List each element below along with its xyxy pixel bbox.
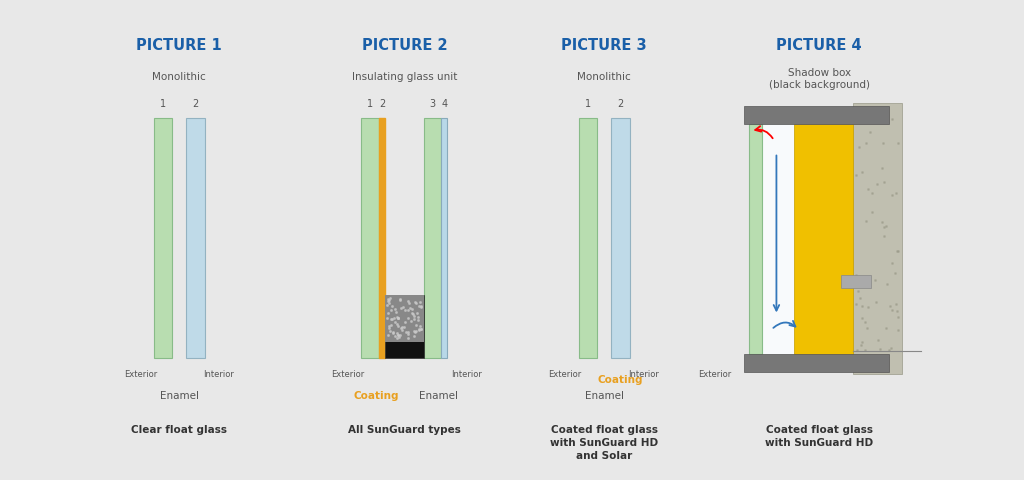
Text: 1: 1 (160, 99, 166, 109)
Bar (385, 295, 424, 342)
Text: Coated float glass
with SunGuard HD
and Solar: Coated float glass with SunGuard HD and … (550, 425, 658, 461)
Text: All SunGuard types: All SunGuard types (348, 425, 461, 435)
Text: PICTURE 3: PICTURE 3 (561, 38, 647, 53)
Text: 2: 2 (193, 99, 199, 109)
Text: Clear float glass: Clear float glass (131, 425, 227, 435)
Bar (762, 124, 794, 354)
Text: PICTURE 4: PICTURE 4 (776, 38, 862, 53)
Text: Exterior: Exterior (124, 370, 157, 379)
Bar (611, 118, 630, 358)
Text: Shadow box
(black background): Shadow box (black background) (769, 69, 869, 90)
Bar (579, 118, 597, 358)
Bar (186, 118, 205, 358)
Text: Interior: Interior (628, 370, 658, 379)
Bar (853, 103, 902, 374)
Bar (841, 275, 871, 288)
Text: Coating: Coating (353, 391, 398, 401)
Text: Enamel: Enamel (585, 391, 624, 401)
Text: Enamel: Enamel (160, 391, 199, 401)
Bar (154, 118, 172, 358)
Text: PICTURE 2: PICTURE 2 (361, 38, 447, 53)
Bar (743, 106, 889, 124)
Text: Exterior: Exterior (549, 370, 582, 379)
Text: Interior: Interior (452, 370, 482, 379)
Text: Exterior: Exterior (698, 370, 731, 379)
Text: Coating: Coating (598, 375, 643, 385)
Bar (750, 124, 762, 354)
Text: 3: 3 (430, 99, 435, 109)
Text: Exterior: Exterior (331, 370, 365, 379)
Text: PICTURE 1: PICTURE 1 (136, 38, 222, 53)
Text: 1: 1 (368, 99, 373, 109)
Text: Monolithic: Monolithic (578, 72, 631, 82)
Bar (424, 118, 441, 358)
Text: 2: 2 (379, 99, 385, 109)
Bar (441, 118, 447, 358)
Text: Insulating glass unit: Insulating glass unit (352, 72, 457, 82)
Bar (794, 124, 853, 354)
Text: 1: 1 (585, 99, 591, 109)
Text: Interior: Interior (203, 370, 233, 379)
Text: Monolithic: Monolithic (153, 72, 206, 82)
Bar (361, 118, 379, 358)
Text: 4: 4 (441, 99, 447, 109)
Text: Enamel: Enamel (419, 391, 458, 401)
Text: 2: 2 (617, 99, 624, 109)
Text: Coated float glass
with SunGuard HD: Coated float glass with SunGuard HD (765, 425, 873, 448)
Bar (743, 354, 889, 372)
Bar (379, 118, 385, 358)
Bar (385, 295, 424, 358)
